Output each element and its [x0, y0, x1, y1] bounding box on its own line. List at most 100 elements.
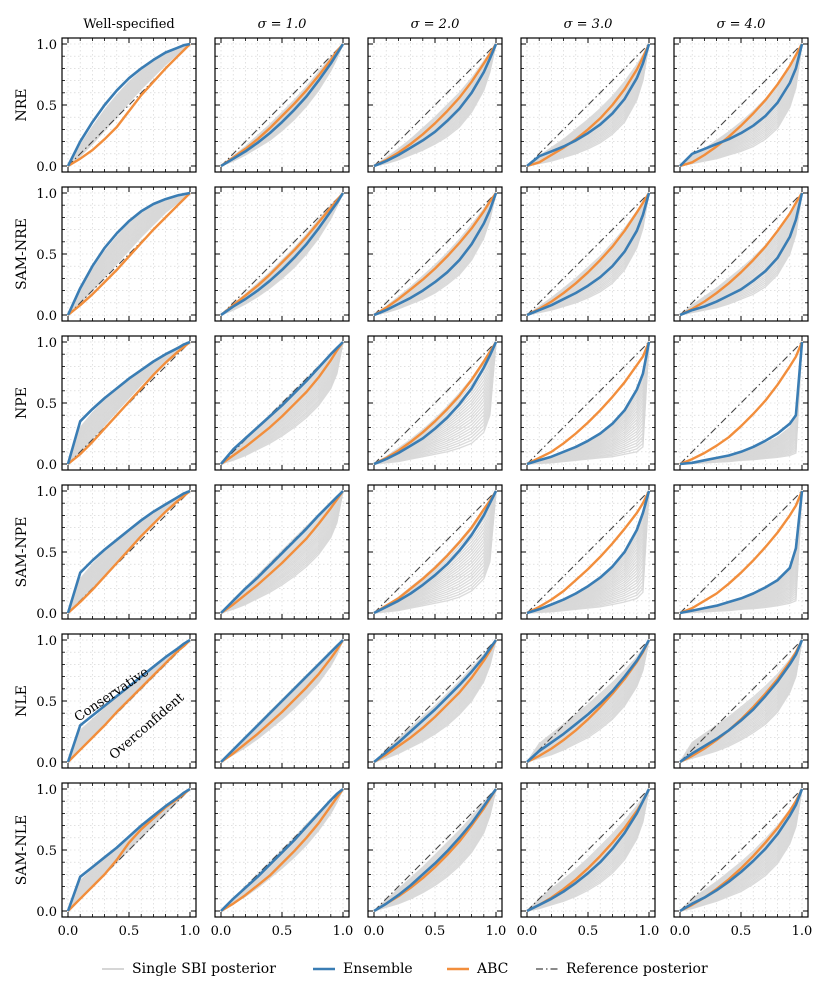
legend-label: Reference posterior [566, 961, 708, 977]
ensemble-line [526, 639, 651, 763]
x-tick-label: 0.5 [578, 924, 599, 939]
panel-nre-sigma-3-0 [520, 37, 656, 173]
ticks [368, 485, 502, 619]
panel-npe-sigma-2-0 [367, 335, 503, 471]
abc-line [67, 192, 191, 316]
single-sbi-posterior-line [220, 341, 344, 465]
column-header-sigma-4-0: σ = 4.0 [717, 17, 766, 32]
row-label-sam-npe: SAM-NPE [14, 517, 30, 588]
abc-line [373, 341, 498, 466]
ensemble-line [220, 192, 345, 317]
abc-line [220, 341, 344, 465]
panel-npe-sigma-3-0 [520, 335, 656, 471]
panel-sam-npe-sigma-3-0 [520, 484, 656, 620]
panel-npe-well-specified: 0.0 0.5 1.0 [36, 335, 197, 473]
row-labels: NRE SAM-NRE NPE SAM-NPE NLE SAM-NLE [14, 88, 30, 885]
panel-nre-well-specified: 0.0 0.5 1.0 [36, 37, 197, 175]
panel-sam-nre-sigma-3-0 [520, 186, 656, 322]
x-tick-label: 0.5 [731, 924, 752, 939]
single-sbi-posterior-line [220, 490, 344, 614]
column-header-well-specified: Well-specified [83, 17, 175, 32]
abc-line [679, 192, 804, 317]
single-sbi-posterior-line [679, 639, 803, 763]
y-tick-label: 0.0 [36, 905, 57, 920]
ensemble-line [220, 490, 344, 614]
x-tick-label: 1.0 [792, 924, 813, 939]
y-tick-label: 0.0 [36, 607, 57, 622]
panel-nre-sigma-1-0 [214, 37, 350, 173]
legend-label: ABC [476, 961, 508, 977]
abc-line [679, 43, 804, 168]
abc-line [526, 43, 651, 168]
row-label-npe: NPE [14, 387, 30, 419]
ensemble-line [220, 639, 344, 763]
ticks [62, 336, 196, 470]
panel-sam-npe-sigma-1-0 [214, 484, 350, 620]
ensemble-line [66, 340, 191, 465]
y-tick-label: 0.5 [36, 99, 57, 114]
column-header-sigma-3-0: σ = 3.0 [564, 17, 613, 32]
y-tick-label: 1.0 [36, 634, 57, 649]
single-sbi-posterior-line [679, 639, 803, 763]
single-sbi-posterior-line [220, 341, 344, 465]
ensemble-line [373, 490, 498, 615]
row-label-sam-nle: SAM-NLE [14, 815, 30, 886]
ticks [674, 783, 808, 917]
x-tick-label: 0.0 [364, 924, 385, 939]
ensemble-line [679, 490, 804, 615]
y-tick-label: 0.5 [36, 546, 57, 561]
ensemble-line [679, 192, 804, 317]
ensemble-line [220, 43, 345, 168]
abc-line [526, 490, 651, 615]
ensemble-line [679, 788, 804, 913]
panel-sam-npe-well-specified: 0.0 0.5 1.0 [36, 484, 197, 622]
ticks [62, 783, 196, 917]
ticks [674, 485, 808, 619]
ticks [521, 38, 655, 172]
abc-line [373, 639, 498, 764]
ticks [521, 336, 655, 470]
panel-nle-well-specified: 0.0 0.5 1.0 [36, 633, 197, 771]
x-tick-label: 0.5 [425, 924, 446, 939]
panel-nle-sigma-4-0 [673, 633, 809, 769]
ensemble-line [526, 490, 651, 615]
ticks [62, 634, 196, 768]
abc-line [67, 639, 191, 763]
ticks [521, 187, 655, 321]
single-sbi-posterior-line [679, 639, 803, 763]
single-sbi-posterior-line [220, 341, 344, 465]
y-tick-label: 0.5 [36, 695, 57, 710]
single-sbi-posterior-line [220, 341, 344, 465]
ensemble-line [220, 787, 344, 912]
single-sbi-posterior-line [526, 788, 650, 912]
ticks [215, 336, 349, 470]
row-label-nle: NLE [14, 685, 30, 717]
legend: Single SBI posterior Ensemble ABC Reference… [102, 961, 708, 977]
panel-nre-sigma-2-0 [367, 37, 503, 173]
panel-sam-nre-sigma-2-0 [367, 186, 503, 322]
legend-item-single-sbi-posterior: Single SBI posterior [102, 961, 276, 977]
ticks [215, 187, 349, 321]
ticks [521, 485, 655, 619]
single-sbi-posterior-band [526, 341, 650, 465]
ensemble-line [66, 42, 191, 167]
ticks [521, 634, 655, 768]
abc-line [373, 43, 498, 168]
ticks [215, 634, 349, 768]
abc-line [220, 43, 344, 167]
single-sbi-posterior-line [220, 341, 344, 465]
abc-line [67, 490, 191, 614]
ticks [62, 187, 196, 321]
column-header-sigma-1-0: σ = 1.0 [258, 17, 307, 32]
ticks [215, 38, 349, 172]
x-tick-label: 1.0 [333, 924, 354, 939]
y-tick-label: 0.0 [36, 160, 57, 175]
legend-item-ensemble: Ensemble [313, 961, 413, 977]
abc-line [373, 490, 498, 615]
y-tick-label: 1.0 [36, 783, 57, 798]
ensemble-line [679, 341, 804, 466]
panel-sam-nle-well-specified: 0.0 0.5 1.0 0.0 0.5 1.0 [36, 782, 200, 939]
ticks [674, 38, 808, 172]
ticks [674, 634, 808, 768]
